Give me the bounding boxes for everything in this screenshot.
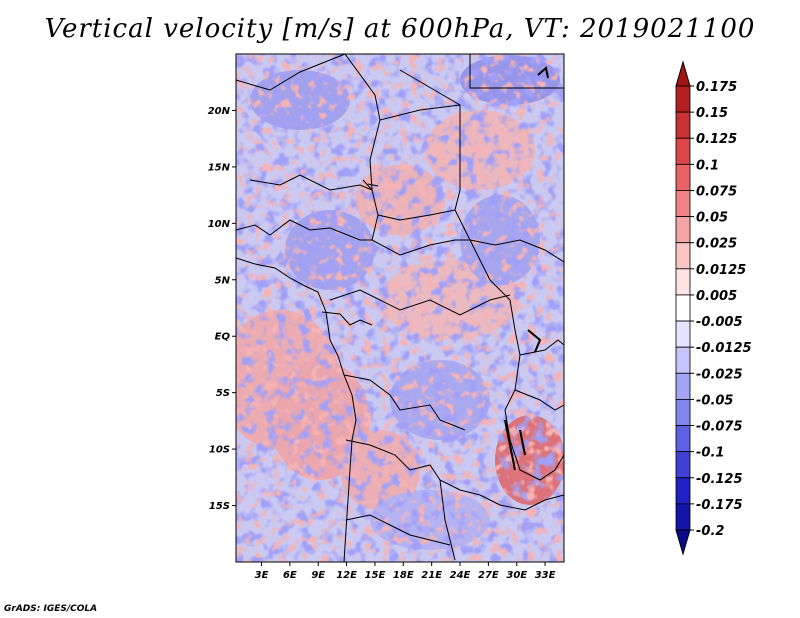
y-tick-label: 5N <box>215 275 231 286</box>
colorbar-box <box>675 294 691 322</box>
colorbar-label: 0.125 <box>696 132 737 147</box>
grads-credit: GrADS: IGES/COLA <box>4 604 98 614</box>
colorbar-box <box>675 399 691 426</box>
colorbar-box <box>675 268 691 296</box>
colorbar-label: 0.175 <box>696 80 737 95</box>
x-tick-label: 27E <box>478 570 499 581</box>
colorbar-label: -0.125 <box>696 472 743 487</box>
colorbar-bottom-arrow <box>675 529 691 556</box>
colorbar-label: -0.1 <box>696 446 724 461</box>
colorbar-box <box>675 190 691 217</box>
colorbar-box <box>675 216 691 244</box>
colorbar-box <box>675 503 691 531</box>
chart-title: Vertical velocity [m/s] at 600hPa, VT: 2… <box>44 14 756 44</box>
y-tick-label: 15N <box>208 162 231 173</box>
x-tick-label: 30E <box>506 570 527 581</box>
x-tick-label: 6E <box>283 570 297 581</box>
y-tick-label: 10N <box>208 219 231 230</box>
colorbar-label: 0.15 <box>696 106 728 121</box>
colorbar-box <box>675 425 691 453</box>
x-tick-label: 12E <box>336 570 357 581</box>
colorbar-label: -0.2 <box>696 524 724 539</box>
colorbar-box <box>675 242 691 270</box>
y-tick-label: 15S <box>209 501 230 512</box>
colorbar-label: 0.075 <box>696 184 737 199</box>
x-tick-label: 18E <box>393 570 414 581</box>
y-tick-label: 10S <box>209 445 230 456</box>
x-tick-label: 24E <box>450 570 471 581</box>
colorbar-label: 0.05 <box>696 211 728 226</box>
y-tick-label: 5S <box>216 388 230 399</box>
colorbar-label: -0.175 <box>696 498 743 513</box>
colorbar-box <box>675 346 691 374</box>
colorbar-label: 0.025 <box>696 237 737 252</box>
x-tick-label: 15E <box>365 570 386 581</box>
y-axis: 20N 15N 10N 5N EQ 5S 10S 15S <box>208 106 236 512</box>
colorbar-box <box>675 111 691 139</box>
x-tick-label: 9E <box>311 570 325 581</box>
colorbar-box <box>675 372 691 400</box>
country-borders <box>236 54 564 562</box>
colorbar-box <box>675 85 691 113</box>
colorbar-box <box>675 477 691 505</box>
colorbar-box <box>675 320 691 348</box>
colorbar-label: 0.1 <box>696 158 719 173</box>
colorbar-label: -0.075 <box>696 420 743 435</box>
y-tick-label: EQ <box>215 332 231 343</box>
lakes <box>504 66 549 471</box>
colorbar: 0.175 0.15 0.125 0.1 0.075 0.05 0.025 0.0125 0.0… <box>675 60 752 556</box>
colorbar-label: -0.005 <box>696 315 743 330</box>
colorbar-box <box>675 163 691 191</box>
colorbar-label: -0.025 <box>696 367 743 382</box>
colorbar-box <box>675 451 691 479</box>
colorbar-box <box>675 137 691 165</box>
velocity-map <box>236 54 564 562</box>
map-frame <box>235 53 565 563</box>
x-axis: 3E 6E 9E 12E 15E 18E 21E 24E 27E 30E 33E <box>255 562 556 581</box>
colorbar-top-arrow <box>675 60 691 87</box>
colorbar-label: 0.005 <box>696 289 737 304</box>
colorbar-label: -0.0125 <box>696 341 752 356</box>
colorbar-label: 0.0125 <box>696 263 746 278</box>
y-tick-label: 20N <box>208 106 231 117</box>
x-tick-label: 33E <box>535 570 556 581</box>
x-tick-label: 21E <box>421 570 442 581</box>
colorbar-label: -0.05 <box>696 393 733 408</box>
x-tick-label: 3E <box>255 570 269 581</box>
